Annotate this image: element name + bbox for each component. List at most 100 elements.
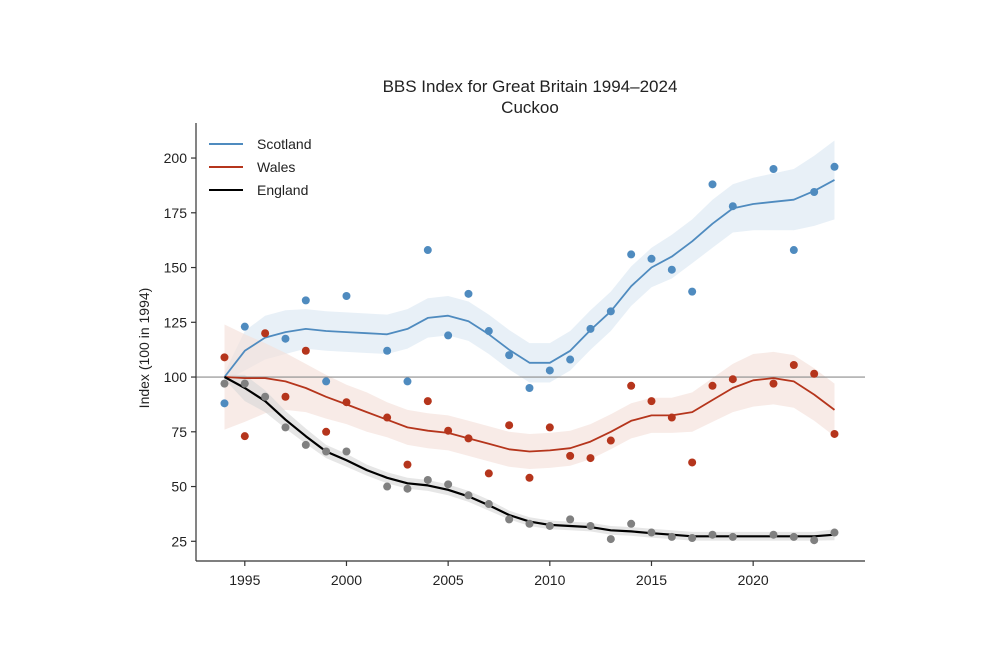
- data-point-wales: [769, 379, 778, 388]
- data-point-england: [444, 480, 453, 489]
- data-point-england: [627, 519, 636, 528]
- legend-label-england: England: [257, 182, 308, 198]
- data-point-scotland: [830, 162, 839, 171]
- data-point-wales: [830, 429, 839, 438]
- data-point-scotland: [281, 334, 290, 343]
- data-point-england: [566, 515, 575, 524]
- confidence-band-scotland: [224, 140, 835, 383]
- data-point-scotland: [383, 346, 392, 355]
- y-tick-label: 100: [164, 369, 188, 385]
- data-point-wales: [261, 329, 270, 338]
- data-point-wales: [586, 454, 595, 463]
- data-point-england: [240, 379, 249, 388]
- y-tick-label: 150: [164, 260, 188, 276]
- data-point-england: [281, 423, 290, 432]
- data-point-scotland: [606, 307, 615, 316]
- y-ticks: 25 50 75 100 125 150 175 200: [164, 150, 196, 549]
- data-point-england: [403, 484, 412, 493]
- data-point-wales: [728, 375, 737, 384]
- data-point-england: [505, 515, 514, 524]
- data-point-scotland: [545, 366, 554, 375]
- data-point-england: [688, 534, 697, 543]
- data-point-england: [830, 528, 839, 537]
- data-point-england: [423, 475, 432, 484]
- data-point-england: [322, 447, 331, 456]
- data-point-wales: [688, 458, 697, 467]
- data-point-wales: [484, 469, 493, 478]
- data-point-england: [789, 532, 798, 541]
- data-point-scotland: [444, 331, 453, 340]
- data-point-wales: [789, 360, 798, 369]
- data-point-wales: [423, 397, 432, 406]
- data-point-wales: [627, 381, 636, 390]
- data-point-scotland: [240, 322, 249, 331]
- data-point-england: [301, 440, 310, 449]
- legend-label-scotland: Scotland: [257, 136, 311, 152]
- data-point-scotland: [810, 187, 819, 196]
- data-point-scotland: [566, 355, 575, 364]
- confidence-band-wales: [224, 324, 835, 469]
- data-point-england: [525, 519, 534, 528]
- data-point-scotland: [789, 246, 798, 255]
- y-tick-label: 75: [171, 424, 187, 440]
- data-point-wales: [545, 423, 554, 432]
- chart-title: BBS Index for Great Britain 1994–2024: [383, 77, 678, 96]
- data-point-wales: [525, 473, 534, 482]
- data-point-scotland: [505, 351, 514, 360]
- data-point-england: [464, 491, 473, 500]
- data-point-scotland: [667, 265, 676, 274]
- data-point-wales: [647, 397, 656, 406]
- data-point-scotland: [220, 399, 229, 408]
- y-tick-label: 175: [164, 205, 188, 221]
- y-tick-label: 200: [164, 150, 188, 166]
- trend-line-wales: [224, 376, 836, 453]
- data-point-wales: [566, 451, 575, 460]
- data-point-england: [708, 530, 717, 539]
- legend-label-wales: Wales: [257, 159, 295, 175]
- chart-subtitle: Cuckoo: [501, 98, 559, 117]
- data-point-england: [261, 392, 270, 401]
- data-point-scotland: [688, 287, 697, 296]
- data-point-scotland: [647, 254, 656, 263]
- x-tick-label: 2000: [331, 572, 362, 588]
- data-point-england: [342, 447, 351, 456]
- data-point-england: [769, 530, 778, 539]
- data-point-wales: [606, 436, 615, 445]
- data-point-wales: [342, 398, 351, 407]
- data-point-england: [586, 521, 595, 530]
- data-point-wales: [444, 426, 453, 435]
- confidence-bands: [224, 140, 835, 541]
- data-point-england: [667, 532, 676, 541]
- y-tick-label: 125: [164, 314, 188, 330]
- data-point-scotland: [728, 202, 737, 211]
- data-point-wales: [403, 460, 412, 469]
- y-tick-label: 25: [171, 533, 187, 549]
- data-point-england: [484, 500, 493, 509]
- data-point-scotland: [342, 292, 351, 301]
- data-point-england: [545, 521, 554, 530]
- data-point-wales: [505, 421, 514, 430]
- data-point-scotland: [769, 164, 778, 173]
- data-point-wales: [464, 434, 473, 443]
- x-tick-label: 2010: [534, 572, 565, 588]
- data-point-england: [606, 535, 615, 544]
- data-point-scotland: [322, 377, 331, 386]
- data-point-wales: [810, 369, 819, 378]
- data-point-scotland: [586, 324, 595, 333]
- data-point-wales: [383, 413, 392, 422]
- data-point-wales: [301, 346, 310, 355]
- data-point-scotland: [525, 383, 534, 392]
- data-points: [220, 162, 839, 545]
- data-point-england: [647, 528, 656, 537]
- data-point-wales: [322, 427, 331, 436]
- x-tick-label: 2020: [738, 572, 769, 588]
- x-tick-label: 2015: [636, 572, 667, 588]
- data-point-england: [220, 379, 229, 388]
- data-point-scotland: [484, 327, 493, 336]
- data-point-england: [383, 482, 392, 491]
- data-point-scotland: [627, 250, 636, 259]
- legend: Scotland Wales England: [209, 136, 311, 198]
- data-point-wales: [220, 353, 229, 362]
- data-point-england: [810, 536, 819, 545]
